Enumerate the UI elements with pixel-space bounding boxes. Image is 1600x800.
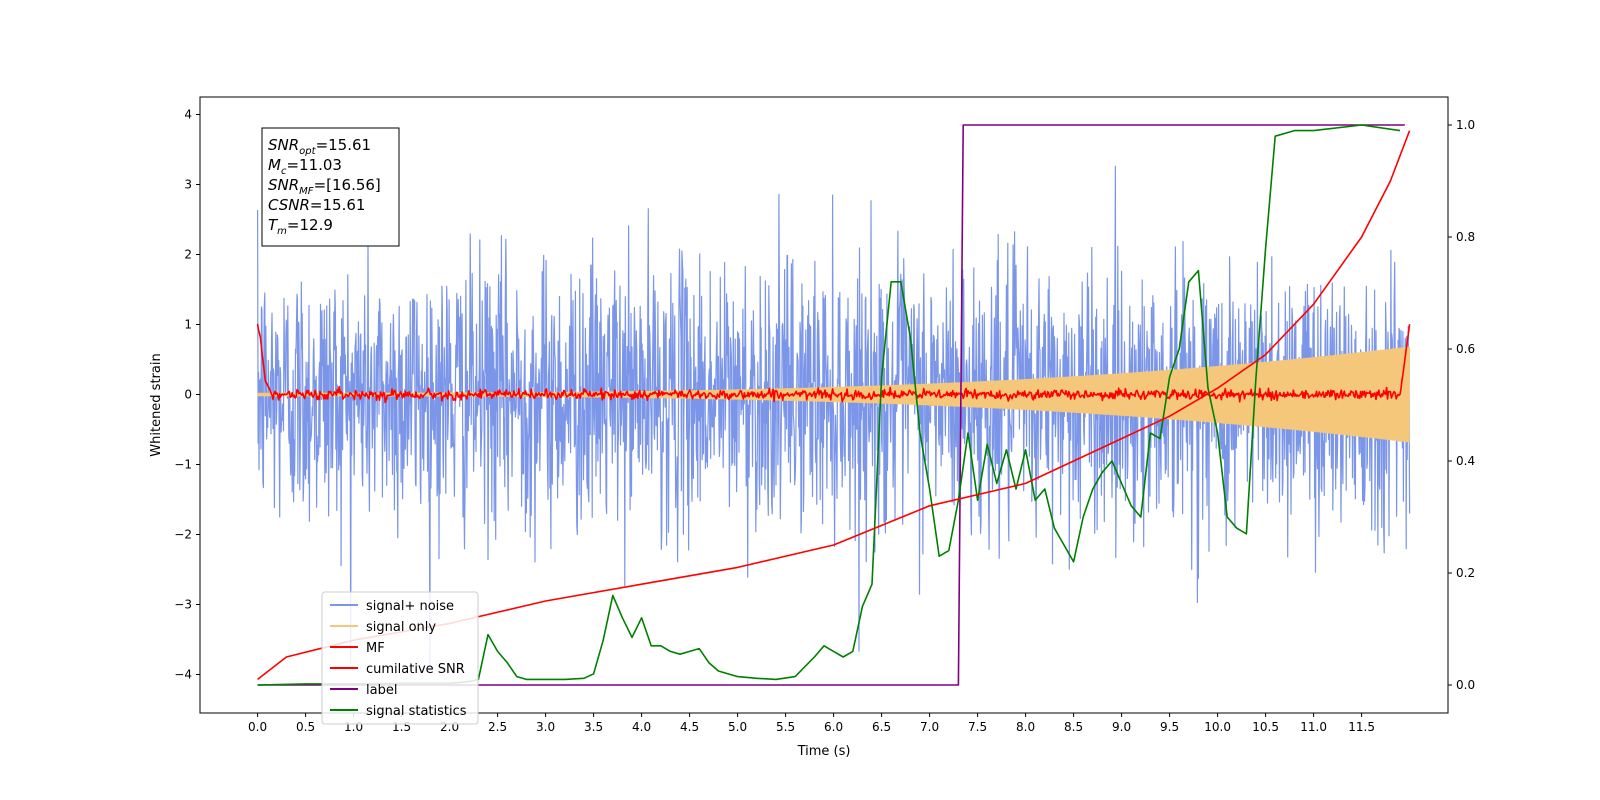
annotation-frame (261, 127, 400, 247)
annotation-box: SNRopt=15.61Mc=11.03SNRMF=[16.56]CSNR=15… (261, 127, 400, 247)
y-right-tick-label: 1.0 (1456, 118, 1475, 132)
x-tick-label: 4.5 (680, 720, 699, 734)
y-left-tick-label: −1 (174, 458, 192, 472)
plot-frame (199, 96, 1449, 714)
x-tick-label: 6.0 (824, 720, 843, 734)
y-left-tick-label: −3 (174, 598, 192, 612)
x-tick-label: 0.5 (296, 720, 315, 734)
legend-entry: label (366, 683, 397, 698)
x-tick-label: 10.5 (1252, 720, 1279, 734)
y-left-tick-label: −4 (174, 668, 192, 682)
y-left-tick-label: 3 (184, 178, 192, 192)
y-left-tick-label: −2 (174, 528, 192, 542)
y-left-tick-label: 0 (184, 388, 192, 402)
series-signal-noise-line (257, 165, 1411, 674)
y-left-tick-label: 1 (184, 318, 192, 332)
x-tick-label: 7.0 (920, 720, 939, 734)
legend-frame (321, 591, 479, 725)
series-signal-statistics-line (257, 124, 1401, 686)
y-axis-label-left: Whitened strain (149, 353, 164, 456)
x-tick-label: 3.5 (584, 720, 603, 734)
annotation-line: CSNR=15.61 (268, 196, 365, 214)
annotation-line: SNRopt=15.61 (268, 136, 371, 157)
x-tick-label: 9.5 (1160, 720, 1179, 734)
x-tick-label: 11.5 (1348, 720, 1375, 734)
x-tick-label: 5.0 (728, 720, 747, 734)
annotation-line: SNRMF=[16.56] (268, 176, 381, 197)
y-left-tick-label: 4 (184, 108, 192, 122)
y-left-tick-label: 2 (184, 248, 192, 262)
legend: signal+ noise signal only MF cumilative SNR… (321, 591, 479, 725)
x-tick-label: 0.0 (248, 720, 267, 734)
y-right-tick-label: 0.0 (1456, 678, 1475, 692)
y-right-tick-label: 0.2 (1456, 566, 1475, 580)
x-tick-label: 9.0 (1112, 720, 1131, 734)
x-tick-label: 8.0 (1016, 720, 1035, 734)
y-right-tick-label: 0.8 (1456, 230, 1475, 244)
x-tick-label: 2.5 (488, 720, 507, 734)
series-mf-line (256, 323, 1411, 404)
annotation-line: Mc=11.03 (268, 156, 342, 177)
x-tick-label: 6.5 (872, 720, 891, 734)
x-tick-label: 10.0 (1204, 720, 1231, 734)
x-tick-label: 3.0 (536, 720, 555, 734)
legend-entry: cumilative SNR (366, 662, 465, 677)
x-tick-label: 5.5 (776, 720, 795, 734)
legend-entry: signal+ noise (366, 599, 454, 614)
legend-entry: MF (366, 641, 385, 656)
legend-entry: signal only (366, 620, 436, 635)
annotation-line: Tm=12.9 (268, 216, 333, 237)
x-tick-label: 8.5 (1064, 720, 1083, 734)
x-tick-label: 7.5 (968, 720, 987, 734)
y-right-tick-label: 0.6 (1456, 342, 1475, 356)
legend-entry: signal statistics (366, 704, 467, 719)
series-label-line (257, 124, 1405, 686)
series-layer (256, 124, 1411, 686)
y-right-tick-label: 0.4 (1456, 454, 1475, 468)
x-axis-label: Time (s) (797, 744, 851, 759)
x-tick-label: 11.0 (1300, 720, 1327, 734)
x-tick-label: 4.0 (632, 720, 651, 734)
